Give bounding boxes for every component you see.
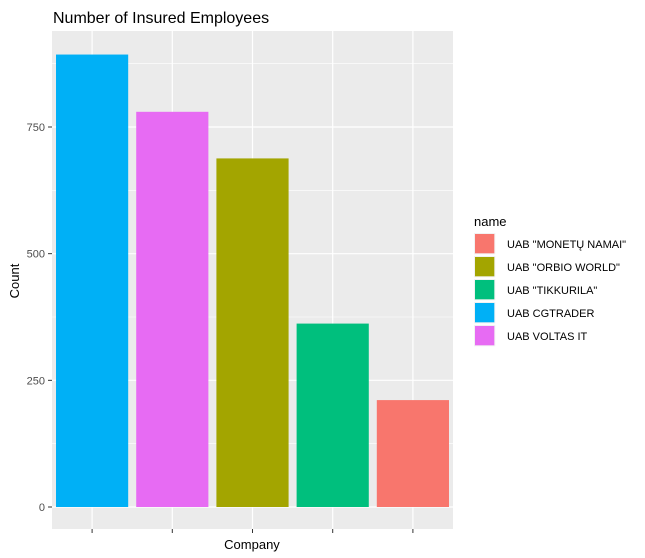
bar-3 [216,158,289,507]
y-tick-label: 500 [27,249,45,261]
bar-4 [296,323,369,507]
y-axis: 0 250 500 750 [27,122,52,514]
legend-entry-label: UAB "TIKKURILA" [507,285,597,297]
legend-swatch [475,326,495,346]
legend-entry-label: UAB "ORBIO WORLD" [507,262,620,274]
legend-swatch [475,280,495,300]
y-tick-label: 250 [27,375,45,387]
bars [56,54,449,508]
legend-entry-label: UAB "MONETŲ NAMAI" [507,239,626,251]
legend-swatch [475,257,495,277]
legend-title: name [474,214,507,229]
legend-entry-label: UAB CGTRADER [507,308,594,320]
chart-title: Number of Insured Employees [53,10,269,27]
bar-2 [136,111,209,508]
legend-swatch [475,234,495,254]
y-tick-label: 0 [39,502,45,514]
x-axis-title: Company [224,537,280,552]
y-axis-title: Count [7,263,22,298]
y-tick-label: 750 [27,122,45,134]
x-axis [91,529,414,533]
bar-1 [56,54,129,508]
legend-swatch [475,303,495,323]
bar-5 [376,400,449,507]
legend: name UAB "MONETŲ NAMAI" UAB "ORBIO WORLD"… [474,214,626,347]
legend-entry-label: UAB VOLTAS IT [507,331,588,343]
